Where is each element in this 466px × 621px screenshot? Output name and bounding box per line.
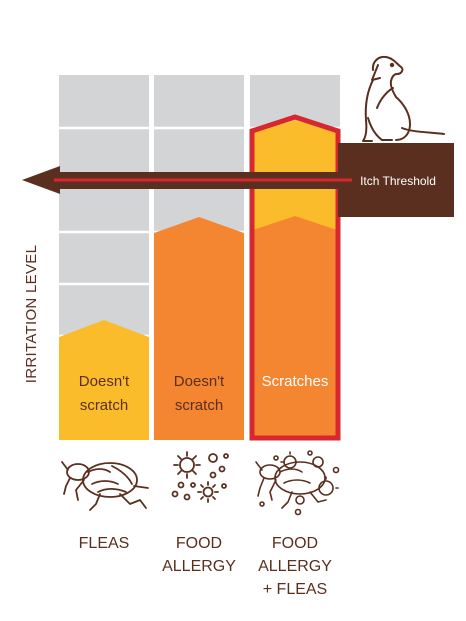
threshold-arrowhead	[22, 166, 60, 194]
column-label-combined-line2: ALLERGY	[258, 558, 332, 575]
bar-food-allergy-text-line2: scratch	[175, 397, 223, 414]
bar-combined-allergy-part	[253, 216, 337, 437]
bar-combined	[249, 114, 341, 441]
threshold-label: Itch Threshold	[360, 174, 436, 188]
column-label-fleas-line1: FLEAS	[79, 535, 130, 552]
itch-threshold: Itch Threshold	[22, 143, 454, 217]
bar-fleas	[59, 320, 149, 440]
allergen-particles-icon	[171, 451, 229, 503]
column-label-food-allergy-line2: ALLERGY	[162, 558, 236, 575]
column-label-combined-line1: FOOD	[272, 535, 318, 552]
bar-combined-text: Scratches	[262, 373, 329, 390]
bar-fleas-text-line1: Doesn't	[79, 373, 130, 390]
flea-icon	[61, 461, 149, 511]
column-label-fleas: FLEAS	[79, 535, 130, 552]
column-label-combined-line3: + FLEAS	[263, 581, 327, 598]
y-axis-label: IRRITATION LEVEL	[23, 245, 40, 383]
flea-and-allergens-icon	[255, 450, 340, 516]
column-label-food-allergy: FOOD ALLERGY	[162, 535, 236, 575]
bar-fleas-text-line2: scratch	[80, 397, 128, 414]
bar-food-allergy	[154, 217, 244, 440]
bar-food-allergy-text-line1: Doesn't	[174, 373, 225, 390]
threshold-box	[338, 143, 454, 217]
dog-scratching-icon	[362, 55, 445, 142]
column-label-combined: FOOD ALLERGY + FLEAS	[258, 535, 332, 598]
column-label-food-allergy-line1: FOOD	[176, 535, 222, 552]
